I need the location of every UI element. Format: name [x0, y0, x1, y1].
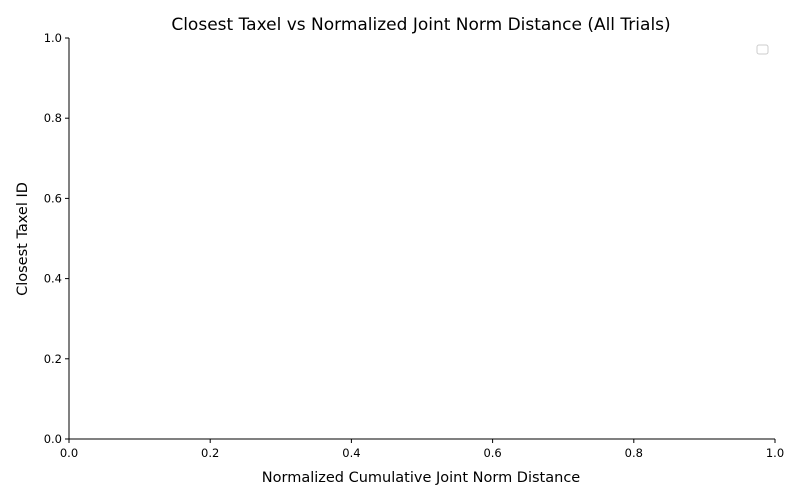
x-tick-label: 0.6 — [483, 446, 501, 460]
x-tick-label: 0.0 — [60, 446, 78, 460]
y-tick-label: 0.8 — [44, 111, 62, 125]
y-axis-label: Closest Taxel ID — [15, 182, 31, 296]
x-tick-label: 0.4 — [342, 446, 360, 460]
y-tick-label: 1.0 — [44, 31, 62, 45]
plot-area: 0.0 0.2 0.4 0.6 0.8 1.0 0.0 0.2 0.4 0.6 0.8 1.0 — [44, 31, 784, 460]
y-axis-ticks: 0.0 0.2 0.4 0.6 0.8 1.0 — [44, 31, 69, 446]
chart-title: Closest Taxel vs Normalized Joint Norm D… — [171, 15, 670, 35]
y-tick-label: 0.6 — [44, 191, 62, 205]
x-tick-label: 0.8 — [625, 446, 643, 460]
x-tick-label: 0.2 — [201, 446, 219, 460]
x-tick-label: 1.0 — [766, 446, 784, 460]
legend-box — [756, 44, 769, 55]
y-tick-label: 0.0 — [44, 432, 62, 446]
y-tick-label: 0.4 — [44, 272, 62, 286]
x-axis-ticks: 0.0 0.2 0.4 0.6 0.8 1.0 — [60, 439, 784, 460]
legend — [756, 44, 769, 55]
x-axis-label: Normalized Cumulative Joint Norm Distanc… — [262, 470, 581, 486]
y-tick-label: 0.2 — [44, 352, 62, 366]
